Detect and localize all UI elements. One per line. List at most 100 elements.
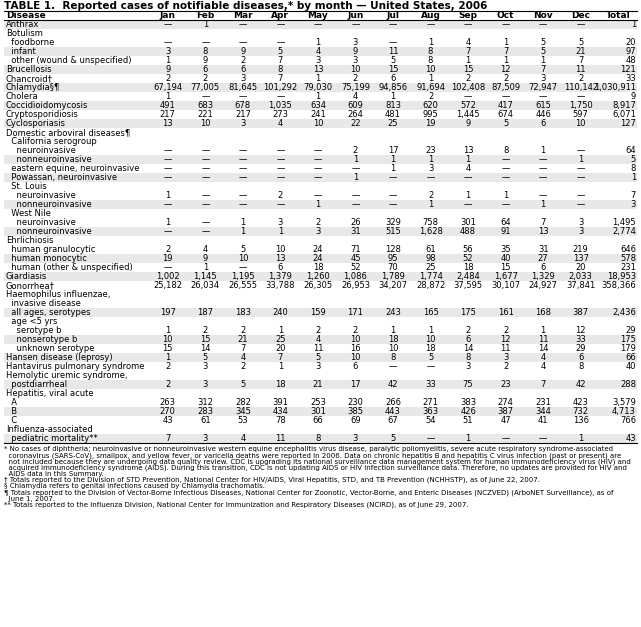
Text: 3: 3: [503, 353, 508, 362]
Text: —: —: [238, 191, 247, 200]
Text: 10: 10: [425, 335, 436, 344]
Text: 52: 52: [463, 254, 473, 263]
Text: —: —: [389, 20, 397, 29]
Text: 288: 288: [620, 380, 636, 389]
Bar: [4, 407, 637, 416]
Text: —: —: [351, 191, 360, 200]
Text: 446: 446: [535, 110, 551, 119]
Text: 3: 3: [353, 38, 358, 47]
Text: 26: 26: [350, 218, 361, 227]
Text: 18: 18: [275, 380, 286, 389]
Text: 2: 2: [428, 191, 433, 200]
Text: —: —: [576, 146, 585, 155]
Text: —: —: [276, 155, 285, 164]
Text: 25,182: 25,182: [153, 281, 182, 290]
Text: 31: 31: [538, 245, 549, 254]
Text: 263: 263: [160, 398, 176, 407]
Text: 5: 5: [540, 38, 545, 47]
Text: —: —: [426, 20, 435, 29]
Text: 33,788: 33,788: [265, 281, 295, 290]
Text: —: —: [576, 200, 585, 209]
Text: 17: 17: [388, 146, 398, 155]
Text: 5: 5: [278, 47, 283, 56]
Text: 387: 387: [572, 308, 588, 317]
Bar: [4, 353, 637, 362]
Text: 2: 2: [503, 362, 508, 371]
Text: 64: 64: [626, 146, 636, 155]
Text: 98: 98: [425, 254, 436, 263]
Text: —: —: [313, 146, 322, 155]
Text: acquired immunodeficiency syndrome (AIDS). During this transition, CDC is not up: acquired immunodeficiency syndrome (AIDS…: [4, 465, 627, 471]
Text: 13: 13: [275, 254, 286, 263]
Text: —: —: [426, 362, 435, 371]
Text: Mar: Mar: [233, 11, 253, 20]
Text: 18: 18: [313, 263, 323, 272]
Text: 13: 13: [313, 65, 323, 74]
Text: 10: 10: [313, 119, 323, 128]
Text: —: —: [201, 92, 210, 101]
Text: 345: 345: [235, 407, 251, 416]
Text: —: —: [576, 164, 585, 173]
Text: 264: 264: [347, 110, 363, 119]
Text: 3: 3: [315, 362, 320, 371]
Text: 10: 10: [275, 245, 286, 254]
Text: 40: 40: [501, 254, 511, 263]
Text: nonneuroinvasive: nonneuroinvasive: [6, 155, 92, 164]
Text: 10: 10: [350, 65, 361, 74]
Text: 2: 2: [165, 380, 171, 389]
Text: 271: 271: [422, 398, 438, 407]
Text: 1: 1: [165, 218, 171, 227]
Text: —: —: [576, 173, 585, 182]
Text: 64: 64: [501, 218, 511, 227]
Text: Jun: Jun: [347, 11, 363, 20]
Text: 6,071: 6,071: [612, 110, 636, 119]
Text: —: —: [201, 146, 210, 155]
Text: 91: 91: [501, 227, 511, 236]
Text: 33: 33: [625, 74, 636, 83]
Text: 52: 52: [350, 263, 361, 272]
Text: —: —: [201, 191, 210, 200]
Text: 3: 3: [428, 164, 433, 173]
Text: 683: 683: [197, 101, 213, 110]
Text: Cryptosporidiosis: Cryptosporidiosis: [6, 110, 79, 119]
Text: —: —: [389, 362, 397, 371]
Text: 71: 71: [350, 245, 361, 254]
Text: 37,595: 37,595: [454, 281, 483, 290]
Text: —: —: [464, 200, 472, 209]
Text: 5: 5: [390, 56, 395, 65]
Text: 7: 7: [165, 434, 171, 443]
Text: 273: 273: [272, 110, 288, 119]
Text: 813: 813: [385, 101, 401, 110]
Text: 1: 1: [540, 200, 545, 209]
Text: 1: 1: [240, 218, 246, 227]
Text: 159: 159: [310, 308, 326, 317]
Text: 1: 1: [465, 155, 470, 164]
Text: neuroinvasive: neuroinvasive: [6, 218, 76, 227]
Text: Haemophilus influenzae,: Haemophilus influenzae,: [6, 290, 110, 299]
Text: 646: 646: [620, 245, 636, 254]
Bar: [4, 308, 637, 317]
Text: 274: 274: [497, 398, 513, 407]
Text: 33: 33: [576, 335, 586, 344]
Text: 7: 7: [503, 47, 508, 56]
Text: 8: 8: [465, 353, 470, 362]
Text: —: —: [163, 200, 172, 209]
Text: 95: 95: [388, 254, 398, 263]
Text: —: —: [351, 20, 360, 29]
Text: 3: 3: [353, 56, 358, 65]
Text: 179: 179: [620, 344, 636, 353]
Text: 11: 11: [538, 335, 549, 344]
Text: 5: 5: [578, 38, 583, 47]
Text: 10: 10: [163, 335, 173, 344]
Text: Anthrax: Anthrax: [6, 20, 39, 29]
Text: 168: 168: [535, 308, 551, 317]
Text: 8: 8: [503, 146, 508, 155]
Text: 5: 5: [240, 380, 246, 389]
Text: 3: 3: [315, 56, 320, 65]
Text: Apr: Apr: [271, 11, 289, 20]
Text: 45: 45: [350, 254, 361, 263]
Text: human granulocytic: human granulocytic: [6, 245, 96, 254]
Text: 10: 10: [350, 353, 361, 362]
Text: 15: 15: [463, 65, 473, 74]
Text: 572: 572: [460, 101, 476, 110]
